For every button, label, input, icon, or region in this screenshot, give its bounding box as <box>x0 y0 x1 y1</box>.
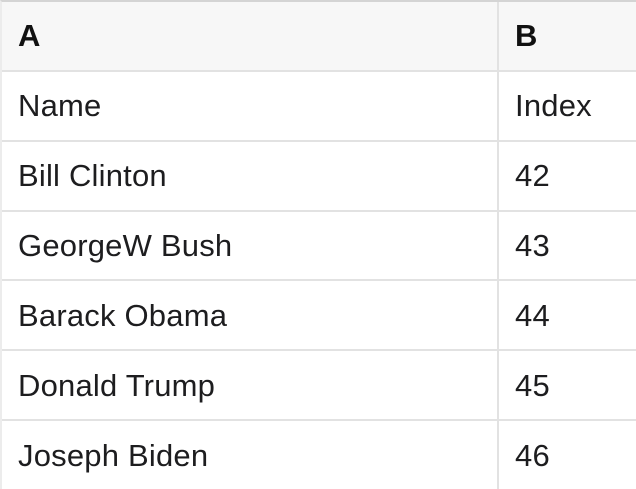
cell-value: 44 <box>515 297 550 333</box>
table-row: Donald Trump 45 <box>2 349 636 420</box>
cell-value: GeorgeW Bush <box>18 228 233 263</box>
table-row: Name Index <box>2 69 636 140</box>
table-cell[interactable]: Bill Clinton <box>2 141 499 210</box>
table-cell[interactable]: Name <box>2 71 499 140</box>
column-header-a[interactable]: A <box>2 2 499 70</box>
column-header-b[interactable]: B <box>499 2 636 70</box>
column-header-b-label: B <box>515 18 538 54</box>
cell-value: Donald Trump <box>18 367 216 403</box>
table-row: Bill Clinton 42 <box>2 139 636 210</box>
cell-value: Barack Obama <box>18 297 228 333</box>
cell-value: 43 <box>515 228 550 263</box>
table-row: Barack Obama 44 <box>2 279 636 350</box>
cell-value: Name <box>18 88 102 124</box>
table-cell[interactable]: GeorgeW Bush <box>2 211 499 280</box>
cell-value: 46 <box>515 437 550 473</box>
cell-value: Bill Clinton <box>18 158 167 194</box>
cell-value: Index <box>515 88 592 124</box>
table-row: GeorgeW Bush 43 <box>2 209 636 280</box>
table-cell[interactable]: 46 <box>499 421 636 489</box>
table-cell[interactable]: Joseph Biden <box>2 421 499 489</box>
table-cell[interactable]: 42 <box>499 142 636 210</box>
cell-value: 42 <box>515 158 550 194</box>
table-cell[interactable]: Donald Trump <box>2 351 499 420</box>
table-cell[interactable]: 43 <box>499 212 636 280</box>
column-header-a-label: A <box>18 18 41 54</box>
table-cell[interactable]: Index <box>499 72 636 140</box>
cell-value: Joseph Biden <box>18 437 209 473</box>
table-cell[interactable]: Barack Obama <box>2 281 499 350</box>
cell-value: 45 <box>515 367 550 403</box>
table-row: Joseph Biden 46 <box>2 419 636 489</box>
column-header-row: A B <box>2 2 636 70</box>
table-cell[interactable]: 45 <box>499 351 636 419</box>
table-cell[interactable]: 44 <box>499 281 636 349</box>
